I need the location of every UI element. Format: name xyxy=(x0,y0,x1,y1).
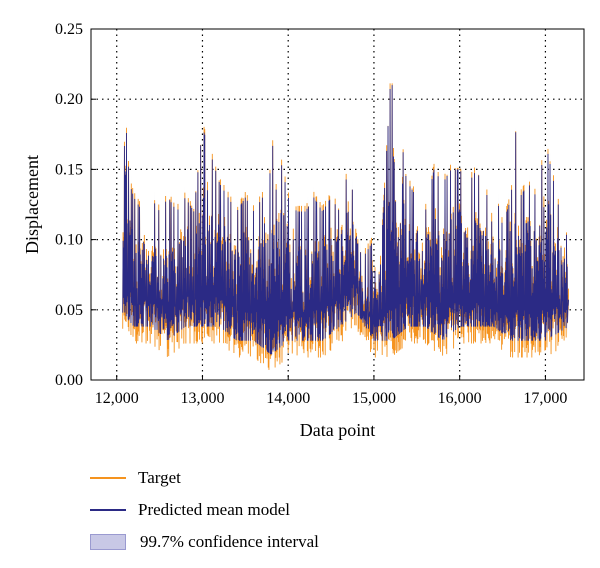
x-axis-title: Data point xyxy=(300,420,375,440)
x-tick-label: 17,000 xyxy=(523,390,567,407)
plot-frame xyxy=(90,28,585,381)
y-tick-label: 0.20 xyxy=(55,91,83,108)
predicted-mean-line xyxy=(122,85,570,355)
legend-swatch-target xyxy=(90,477,126,479)
legend-label-ci: 99.7% confidence interval xyxy=(140,532,319,551)
x-tick-label: 15,000 xyxy=(352,390,396,407)
y-tick-label: 0.25 xyxy=(55,21,83,38)
x-tick-label: 13,000 xyxy=(180,390,224,407)
x-tick-label: 12,000 xyxy=(95,390,139,407)
y-tick-label: 0.10 xyxy=(55,232,83,249)
legend-swatch-predicted xyxy=(90,509,126,511)
data-layer xyxy=(122,78,570,370)
legend-item-ci: 99.7% confidence interval xyxy=(90,526,510,558)
y-axis-title: Displacement xyxy=(22,155,42,254)
y-tick-label: 0.00 xyxy=(55,372,83,389)
x-tick-label: 16,000 xyxy=(438,390,482,407)
legend-swatch-ci xyxy=(90,534,126,550)
chart-svg: 12,000 13,000 14,000 15,000 16,000 17,000 0.00… xyxy=(22,21,585,440)
legend-label-target: Target xyxy=(138,468,181,487)
legend-item-target: Target xyxy=(90,462,510,494)
x-tick-label: 14,000 xyxy=(266,390,310,407)
legend: Target Predicted mean model 99.7% confid… xyxy=(90,462,510,558)
legend-label-predicted: Predicted mean model xyxy=(138,500,291,519)
legend-item-predicted: Predicted mean model xyxy=(90,494,510,526)
axis-ticks: 12,000 13,000 14,000 15,000 16,000 17,000 0.00… xyxy=(55,21,567,407)
y-tick-label: 0.15 xyxy=(55,161,83,178)
y-tick-label: 0.05 xyxy=(55,302,83,319)
